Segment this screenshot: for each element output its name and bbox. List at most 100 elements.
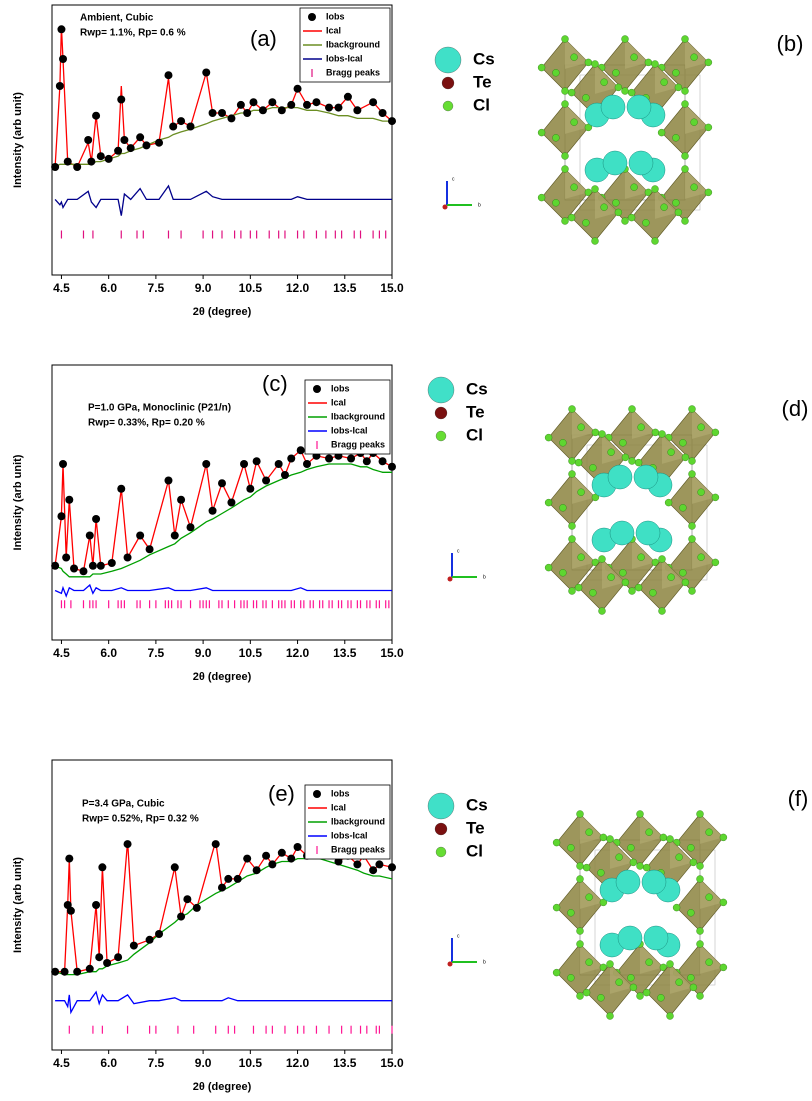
x-tick-label: 4.5 — [53, 1056, 70, 1070]
obs-point — [262, 477, 270, 485]
obs-point — [187, 123, 195, 131]
cl-atom — [706, 894, 713, 901]
cl-atom — [659, 431, 666, 438]
cl-atom — [682, 166, 689, 173]
obs-point — [388, 863, 396, 871]
obs-point — [155, 930, 163, 938]
cl-atom — [562, 101, 569, 108]
obs-point — [209, 507, 217, 515]
cl-atom — [682, 579, 689, 586]
x-tick-label: 13.5 — [333, 1056, 357, 1070]
obs-point — [65, 855, 73, 863]
obs-point — [388, 463, 396, 471]
obs-point — [262, 852, 270, 860]
cl-atom — [569, 523, 576, 530]
panel-label: (f) — [788, 786, 809, 811]
cl-atom — [627, 844, 634, 851]
cl-atom — [545, 434, 552, 441]
cl-atom — [679, 504, 686, 511]
x-tick-label: 13.5 — [333, 646, 357, 660]
cl-atom — [619, 569, 626, 576]
legend-atom — [442, 77, 454, 89]
legend-label: Cs — [466, 379, 488, 398]
obs-point — [249, 98, 257, 106]
cl-atom — [608, 449, 615, 456]
cl-atom — [589, 464, 596, 471]
legend-label: Te — [466, 818, 485, 837]
cl-atom — [582, 219, 589, 226]
cl-atom — [616, 979, 623, 986]
cl-atom — [575, 584, 582, 591]
obs-point — [146, 936, 154, 944]
obs-point — [303, 101, 311, 109]
legend-atom — [436, 431, 446, 441]
legend-label: Ical — [331, 397, 346, 407]
figure: 4.56.07.59.010.512.013.515.02θ (degree)I… — [0, 0, 812, 1101]
cl-atom — [687, 909, 694, 916]
cl-atom — [582, 94, 589, 101]
x-axis-label: 2θ (degree) — [193, 671, 252, 683]
cl-atom — [578, 489, 585, 496]
obs-point — [136, 532, 144, 540]
obs-point — [146, 545, 154, 553]
obs-point — [268, 860, 276, 868]
x-tick-label: 10.5 — [239, 281, 263, 295]
obs-point — [95, 953, 103, 961]
cl-atom — [562, 218, 569, 225]
obs-point — [202, 460, 210, 468]
obs-point — [177, 117, 185, 125]
x-tick-label: 13.5 — [333, 281, 357, 295]
obs-point — [369, 866, 377, 874]
obs-point — [97, 152, 105, 160]
cl-atom — [637, 863, 644, 870]
cl-atom — [599, 431, 606, 438]
cl-atom — [589, 589, 596, 596]
legend-label: Ical — [331, 802, 346, 812]
cl-atom — [675, 209, 682, 216]
legend-label: Ibackground — [331, 816, 385, 826]
annotation: P=1.0 GPa, Monoclinic (P21/n) — [88, 403, 231, 414]
axis-origin — [448, 577, 453, 582]
cl-atom — [597, 994, 604, 1001]
cl-atom — [691, 54, 698, 61]
y-axis-label: Intensity (arb unit) — [12, 857, 24, 953]
cl-atom — [577, 863, 584, 870]
cl-atom — [545, 499, 552, 506]
cl-atom — [592, 186, 599, 193]
obs-point — [281, 471, 289, 479]
cl-atom — [569, 458, 576, 465]
axis-label: c — [457, 548, 460, 554]
cl-atom — [652, 186, 659, 193]
x-tick-label: 6.0 — [100, 646, 117, 660]
cs-atom — [610, 521, 634, 545]
panel-label: (c) — [262, 371, 288, 396]
cl-atom — [553, 969, 560, 976]
cl-atom — [552, 134, 559, 141]
cl-atom — [545, 564, 552, 571]
cs-atom — [644, 926, 668, 950]
cl-atom — [538, 129, 545, 136]
cl-atom — [661, 204, 668, 211]
cl-atom — [658, 129, 665, 136]
obs-point — [120, 136, 128, 144]
obs-point — [227, 499, 235, 507]
structure-panel: (b)CsTeClcb — [435, 31, 803, 245]
cl-atom — [642, 219, 649, 226]
cl-atom — [571, 184, 578, 191]
cl-atom — [586, 959, 593, 966]
cl-atom — [631, 54, 638, 61]
cl-atom — [657, 994, 664, 1001]
cl-atom — [682, 36, 689, 43]
series-line — [55, 992, 392, 1012]
obs-point — [246, 485, 254, 493]
obs-point — [124, 554, 132, 562]
legend-symbol — [313, 385, 321, 393]
x-tick-label: 6.0 — [100, 281, 117, 295]
cl-atom — [569, 406, 576, 413]
cl-atom — [706, 959, 713, 966]
cl-atom — [661, 79, 668, 86]
obs-point — [103, 959, 111, 967]
cl-atom — [601, 79, 608, 86]
obs-point — [117, 96, 125, 104]
cl-atom — [612, 199, 619, 206]
